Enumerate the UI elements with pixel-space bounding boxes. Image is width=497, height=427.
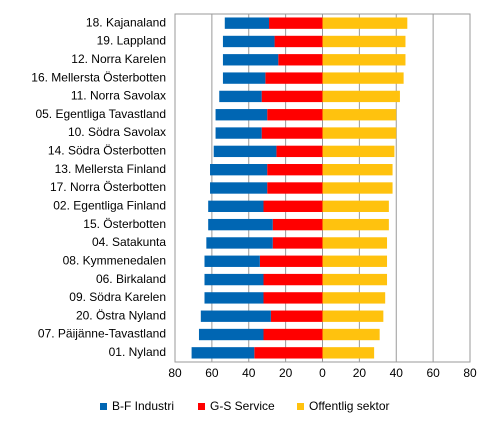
bar-segment [267, 109, 323, 121]
bar-segment [322, 90, 400, 103]
bar-segment [204, 292, 264, 304]
bar-segment [322, 310, 384, 322]
bar-segment [274, 35, 323, 48]
x-tick-label: 20 [353, 366, 367, 380]
bar-segment [267, 182, 323, 194]
bar-segment [322, 127, 397, 139]
y-tick-label: 06. Birkaland [96, 272, 166, 286]
bar-segment [259, 255, 323, 267]
y-tick-label: 05. Egentliga Tavastland [35, 107, 166, 121]
bar-segment [222, 35, 275, 48]
bar-segment [222, 72, 266, 84]
y-tick-label: 01. Nyland [109, 345, 166, 359]
bar-segment [191, 347, 255, 359]
y-tick-label: 18. Kajanaland [86, 15, 166, 29]
bar-segment [322, 200, 389, 212]
bar-segment [200, 310, 271, 322]
bar-segment [263, 273, 323, 286]
y-tick-label: 02. Egentliga Finland [53, 198, 166, 212]
bar-segment [263, 292, 323, 304]
y-tick-label: 11. Norra Savolax [71, 89, 166, 103]
bar-segment [322, 273, 388, 286]
y-tick-label: 20. Östra Nyland [76, 308, 166, 322]
bar-segment [322, 328, 380, 341]
y-tick-label: 14. Södra Österbotten [48, 144, 166, 158]
bar-segment [322, 292, 386, 304]
x-tick-label: 60 [426, 366, 440, 380]
bar-segment [322, 145, 395, 158]
y-tick-label: 13. Mellersta Finland [55, 162, 166, 176]
bar-segment [322, 109, 397, 121]
y-tick-label: 19. Lappland [97, 34, 166, 48]
legend-label: Offentlig sektor [309, 399, 389, 413]
y-tick-label: 07. Päijänne-Tavastland [38, 327, 166, 341]
legend-swatch [100, 403, 107, 410]
bar-segment [254, 347, 323, 359]
y-tick-label: 09. Södra Karelen [69, 290, 166, 304]
legend-label: G-S Service [210, 399, 275, 413]
x-tick-label: 60 [205, 366, 219, 380]
bar-segment [263, 200, 323, 212]
bar-segment [198, 328, 264, 341]
bar-segment [215, 109, 268, 121]
bar-segment [322, 35, 406, 48]
y-tick-label: 17. Norra Österbotten [50, 180, 166, 194]
bar-segment [272, 237, 323, 249]
bar-segment [222, 54, 279, 66]
bar-segment [270, 310, 323, 322]
bar-segment [269, 17, 323, 29]
y-tick-label: 04. Satakunta [92, 235, 166, 249]
x-tick-label: 40 [390, 366, 404, 380]
bar-segment [322, 255, 388, 267]
x-tick-label: 80 [168, 366, 182, 380]
bar-segment [208, 200, 264, 212]
bar-segment [224, 17, 270, 29]
bar-segment [261, 127, 323, 139]
bar-segment [267, 164, 323, 176]
y-tick-label: 08. Kymmenedalen [63, 253, 166, 267]
legend-label: B-F Industri [112, 399, 174, 413]
x-tick-label: 0 [319, 366, 326, 380]
bar-segment [204, 255, 260, 267]
bar-segment [215, 127, 262, 139]
bar-segment [278, 54, 323, 66]
bar-segment [265, 72, 323, 84]
legend-swatch [198, 403, 205, 410]
bar-segment [204, 273, 264, 286]
bar-segment [210, 164, 268, 176]
bar-segment [322, 54, 406, 66]
bar-segment [276, 145, 323, 158]
bar-segment [322, 237, 388, 249]
y-tick-label: 15. Österbotten [83, 217, 166, 231]
x-tick-label: 20 [279, 366, 293, 380]
bar-segment [206, 237, 273, 249]
bar-segment [208, 218, 273, 231]
y-tick-label: 10. Södra Savolax [68, 125, 166, 139]
bar-segment [210, 182, 268, 194]
bar-segment [322, 164, 393, 176]
y-tick-label: 16. Mellersta Österbotten [31, 70, 166, 84]
bar-segment [272, 218, 323, 231]
bar-segment [322, 72, 404, 84]
y-tick-label: 12. Norra Karelen [71, 52, 166, 66]
bar-segment [322, 17, 408, 29]
bar-segment [263, 328, 323, 341]
bar-segment [219, 90, 262, 103]
bar-segment [261, 90, 323, 103]
x-tick-label: 80 [463, 366, 477, 380]
bar-segment [322, 347, 375, 359]
x-tick-label: 40 [242, 366, 256, 380]
bar-segment [322, 182, 393, 194]
legend-swatch [297, 403, 304, 410]
bar-segment [322, 218, 389, 231]
bar-segment [213, 145, 277, 158]
